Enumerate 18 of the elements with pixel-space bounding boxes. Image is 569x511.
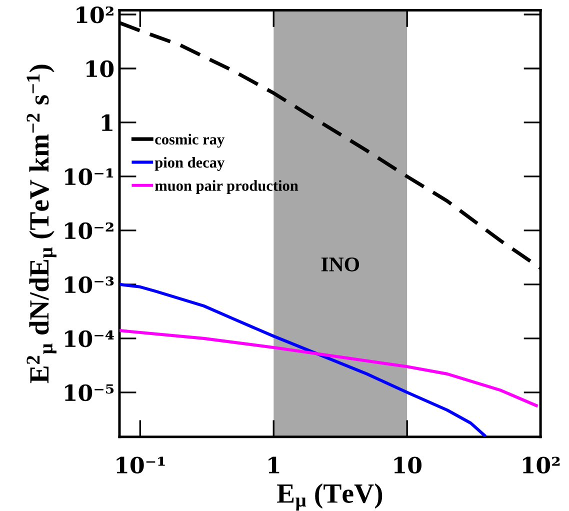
x-tick-label: 10²	[522, 456, 560, 474]
x-tick-label: 10	[394, 456, 422, 474]
legend-label: muon pair production	[155, 180, 298, 194]
y-tick-label: 10²	[76, 6, 114, 24]
y-tick-label: 10⁻⁵	[64, 384, 114, 402]
y-tick-label: 10⁻³	[64, 276, 114, 294]
text: E$^{2}$$_{μ}$ dN/dE$_{μ}$ (TeV km$^{−2}$ s$^{−1}$)	[26, 64, 56, 384]
y-tick-label: 1	[102, 114, 112, 131]
x-tick-label: 1	[268, 456, 280, 474]
legend-label: cosmic ray	[155, 134, 224, 148]
band-label: INO	[321, 257, 360, 272]
x-tick-label: 10⁻¹	[116, 456, 165, 474]
y-tick-label: 10⁻⁴	[64, 330, 114, 348]
y-tick-label: 10⁻¹	[64, 168, 114, 186]
legend-label: pion decay	[154, 156, 225, 171]
x-axis-title: E$_{μ}$ (TeV)	[277, 483, 382, 511]
y-tick-label: 10⁻²	[64, 222, 114, 240]
y-tick-label: 10	[86, 60, 114, 78]
